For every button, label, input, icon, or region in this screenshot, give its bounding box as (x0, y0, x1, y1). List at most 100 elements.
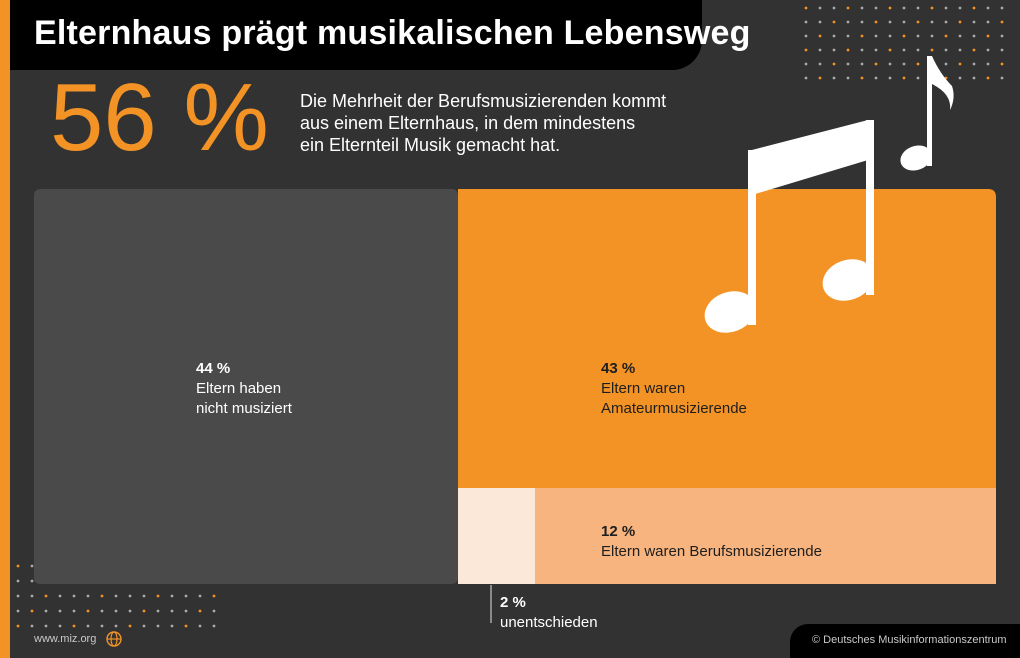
decorative-dot (972, 76, 976, 80)
label-amateur: 43 % Eltern waren Amateurmusizierende (601, 359, 747, 419)
decorative-dot (86, 624, 90, 628)
decorative-dot (986, 62, 990, 66)
decorative-dot (30, 579, 34, 583)
decorative-dot (902, 62, 906, 66)
globe-icon (106, 631, 122, 647)
credit-text: © Deutsches Musikinformationszentrum (812, 634, 1007, 646)
decorative-dot (902, 20, 906, 24)
decorative-dot (804, 76, 808, 80)
decorative-dot (986, 48, 990, 52)
decorative-dot (860, 48, 864, 52)
decorative-dot (72, 624, 76, 628)
decorative-dot (846, 20, 850, 24)
undecided-callout-line (490, 585, 492, 623)
decorative-dot (142, 609, 146, 613)
decorative-dot (804, 34, 808, 38)
decorative-dot (114, 609, 118, 613)
decorative-dot (100, 594, 104, 598)
decorative-dot (212, 594, 216, 598)
decorative-dot (72, 594, 76, 598)
decorative-dot (156, 609, 160, 613)
decorative-dot (958, 62, 962, 66)
decorative-dot (1000, 62, 1004, 66)
decorative-dot (832, 48, 836, 52)
decorative-dot (888, 34, 892, 38)
decorative-dot (888, 20, 892, 24)
label-no-music-line1: Eltern haben (196, 380, 282, 397)
decorative-dot (170, 609, 174, 613)
decorative-dot (16, 609, 20, 613)
decorative-dot (30, 609, 34, 613)
decorative-dot (818, 20, 822, 24)
decorative-dot (804, 6, 808, 10)
decorative-dot (916, 20, 920, 24)
decorative-dot (916, 6, 920, 10)
decorative-dot (16, 594, 20, 598)
decorative-dot (804, 62, 808, 66)
segment-undecided (458, 488, 535, 584)
decorative-dot (184, 624, 188, 628)
decorative-dot (818, 48, 822, 52)
decorative-dot (142, 594, 146, 598)
headline-value: 56 % (50, 64, 269, 171)
credit-bar: © Deutsches Musikinformationszentrum (790, 624, 1020, 658)
decorative-dot (874, 62, 878, 66)
decorative-dot (818, 62, 822, 66)
decorative-dot (72, 609, 76, 613)
decorative-dot (818, 34, 822, 38)
decorative-dot (916, 48, 920, 52)
decorative-dot (100, 624, 104, 628)
decorative-dot (846, 48, 850, 52)
decorative-dot (1000, 20, 1004, 24)
decorative-dot (86, 594, 90, 598)
decorative-dot (874, 20, 878, 24)
decorative-dot (1000, 76, 1004, 80)
decorative-dot (832, 76, 836, 80)
decorative-dot (198, 609, 202, 613)
decorative-dot (902, 6, 906, 10)
decorative-dot (1000, 48, 1004, 52)
decorative-dot (846, 6, 850, 10)
decorative-dot (944, 6, 948, 10)
label-professional: 12 % Eltern waren Berufsmusizierende (601, 522, 822, 562)
decorative-dot (142, 624, 146, 628)
decorative-dot (44, 594, 48, 598)
decorative-dot (818, 6, 822, 10)
decorative-dot (888, 6, 892, 10)
decorative-dot (888, 48, 892, 52)
decorative-dot (874, 76, 878, 80)
decorative-dot (874, 6, 878, 10)
decorative-dot (16, 624, 20, 628)
decorative-dot (44, 609, 48, 613)
website-link[interactable]: www.miz.org (34, 633, 97, 645)
decorative-dot (114, 624, 118, 628)
decorative-dot (916, 76, 920, 80)
decorative-dot (804, 20, 808, 24)
label-undecided-pct: 2 % (500, 594, 526, 611)
label-amateur-line1: Eltern waren (601, 380, 686, 397)
decorative-dot (986, 20, 990, 24)
left-accent-stripe (0, 0, 10, 658)
decorative-dot (114, 594, 118, 598)
decorative-dot (832, 62, 836, 66)
decorative-dot (916, 62, 920, 66)
decorative-dot (846, 76, 850, 80)
decorative-dot (888, 76, 892, 80)
decorative-dot (30, 624, 34, 628)
decorative-dot (16, 579, 20, 583)
decorative-dot (846, 34, 850, 38)
decorative-dot (128, 609, 132, 613)
decorative-dot (972, 34, 976, 38)
decorative-dot (170, 624, 174, 628)
decorative-dot (58, 594, 62, 598)
decorative-dot (198, 594, 202, 598)
decorative-dot (944, 48, 948, 52)
decorative-dot (818, 76, 822, 80)
decorative-dot (902, 34, 906, 38)
decorative-dot (1000, 34, 1004, 38)
decorative-dot (860, 62, 864, 66)
decorative-dot (958, 20, 962, 24)
decorative-dot (198, 624, 202, 628)
label-amateur-pct: 43 % (601, 360, 636, 377)
